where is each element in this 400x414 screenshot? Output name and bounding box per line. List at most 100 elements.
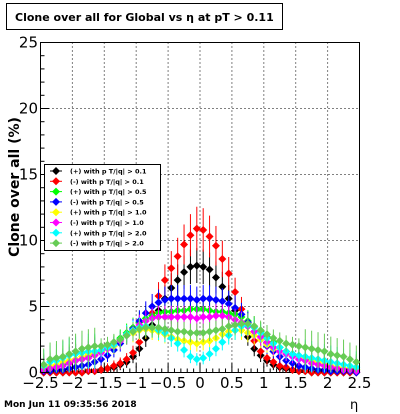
data-point bbox=[58, 352, 67, 361]
data-point bbox=[116, 359, 125, 368]
data-point bbox=[294, 351, 303, 360]
data-point bbox=[186, 294, 195, 303]
legend-label: (+) with p T/|q| > 0.5 bbox=[70, 188, 147, 197]
legend-label: (+) with p T/|q| > 1.0 bbox=[70, 209, 147, 218]
data-point bbox=[160, 324, 169, 333]
data-point bbox=[180, 240, 189, 249]
data-point bbox=[192, 355, 201, 364]
data-point bbox=[97, 365, 106, 374]
data-point bbox=[211, 326, 220, 335]
data-point bbox=[192, 224, 201, 233]
legend-marker bbox=[52, 208, 60, 217]
data-point bbox=[256, 347, 265, 356]
data-point bbox=[186, 313, 195, 322]
x-tick-label: 1 bbox=[259, 374, 269, 392]
data-point bbox=[46, 355, 55, 364]
data-point bbox=[211, 344, 220, 353]
x-tick-label: −0.5 bbox=[150, 374, 186, 392]
data-point bbox=[205, 350, 214, 359]
data-point bbox=[199, 294, 208, 303]
data-point bbox=[205, 327, 214, 336]
data-point bbox=[173, 294, 182, 303]
data-point bbox=[135, 324, 144, 333]
data-point bbox=[205, 265, 214, 274]
data-point bbox=[333, 351, 342, 360]
data-point bbox=[186, 328, 195, 337]
data-point bbox=[135, 338, 144, 347]
legend-marker bbox=[52, 197, 60, 206]
data-point bbox=[275, 361, 284, 370]
data-point bbox=[167, 264, 176, 273]
data-point bbox=[186, 352, 195, 361]
data-point bbox=[275, 336, 284, 345]
data-point bbox=[167, 294, 176, 303]
data-point bbox=[218, 254, 227, 263]
data-point bbox=[288, 340, 297, 349]
data-point bbox=[205, 313, 214, 322]
data-point bbox=[180, 313, 189, 322]
data-point bbox=[154, 313, 163, 322]
data-point bbox=[129, 348, 138, 357]
data-point bbox=[52, 353, 61, 362]
legend-marker bbox=[52, 167, 60, 175]
data-point bbox=[301, 343, 310, 352]
data-point bbox=[282, 363, 291, 372]
data-point bbox=[148, 323, 157, 332]
data-point bbox=[192, 339, 201, 348]
data-point bbox=[288, 359, 297, 368]
data-point bbox=[109, 338, 118, 347]
data-point bbox=[243, 319, 252, 328]
data-point bbox=[97, 342, 106, 351]
data-point bbox=[186, 231, 195, 240]
data-point bbox=[218, 297, 227, 306]
y-tick-label: 10 bbox=[19, 232, 38, 250]
data-point bbox=[282, 339, 291, 348]
data-point bbox=[103, 364, 112, 373]
data-point bbox=[160, 313, 169, 322]
data-point bbox=[326, 350, 335, 359]
data-point bbox=[294, 361, 303, 370]
data-point bbox=[345, 355, 354, 364]
data-point bbox=[339, 352, 348, 361]
legend-label: (+) with p T/|q| > 2.0 bbox=[70, 229, 147, 238]
y-tick-label: 15 bbox=[19, 166, 38, 184]
data-point bbox=[167, 313, 176, 322]
x-tick-label: −1.5 bbox=[86, 374, 122, 392]
data-point bbox=[180, 346, 189, 355]
data-point bbox=[141, 323, 150, 332]
data-point bbox=[224, 299, 233, 308]
data-point bbox=[116, 335, 125, 344]
legend-marker bbox=[52, 177, 60, 186]
data-point bbox=[211, 241, 220, 250]
data-point bbox=[288, 365, 297, 374]
data-point bbox=[205, 294, 214, 303]
data-point bbox=[269, 334, 278, 343]
y-tick-label: 20 bbox=[19, 100, 38, 118]
series-layer bbox=[39, 206, 361, 377]
legend-marker bbox=[52, 218, 60, 227]
data-point bbox=[224, 322, 233, 331]
y-axis-title: Clone over all (%) bbox=[7, 117, 23, 257]
y-tick-label: 5 bbox=[28, 298, 38, 316]
data-point bbox=[352, 357, 361, 366]
legend-label: (-) with p T/|q| > 0.1 bbox=[70, 178, 144, 187]
data-point bbox=[199, 225, 208, 234]
data-point bbox=[320, 347, 329, 356]
x-tick-label: 1.5 bbox=[284, 374, 308, 392]
x-tick-label: 0 bbox=[195, 374, 205, 392]
data-point bbox=[192, 314, 201, 323]
data-point bbox=[231, 303, 240, 312]
data-point bbox=[237, 319, 246, 328]
data-point bbox=[211, 273, 220, 282]
data-point bbox=[77, 344, 86, 353]
data-point bbox=[231, 287, 240, 296]
data-point bbox=[192, 261, 201, 270]
data-point bbox=[122, 331, 131, 340]
data-point bbox=[71, 347, 80, 356]
data-point bbox=[103, 340, 112, 349]
data-point bbox=[186, 262, 195, 271]
legend-label: (-) with p T/|q| > 0.5 bbox=[70, 198, 144, 207]
data-point bbox=[218, 338, 227, 347]
data-point bbox=[199, 353, 208, 362]
